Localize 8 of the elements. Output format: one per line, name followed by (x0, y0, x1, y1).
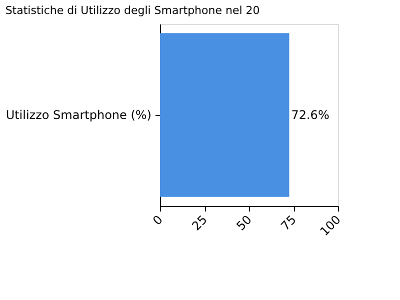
chart-title: Statistiche di Utilizzo degli Smartphone nel 20 (5, 4, 260, 17)
x-tick-label: 100 (317, 212, 344, 239)
x-tick-label: 50 (234, 212, 254, 234)
y-tick-label: Utilizzo Smartphone (%) (6, 108, 152, 122)
x-tick-label: 75 (278, 212, 299, 234)
x-tick-label: 25 (189, 212, 210, 234)
x-tick-label: 0 (150, 212, 166, 228)
data-label: 72.6% (291, 108, 330, 122)
